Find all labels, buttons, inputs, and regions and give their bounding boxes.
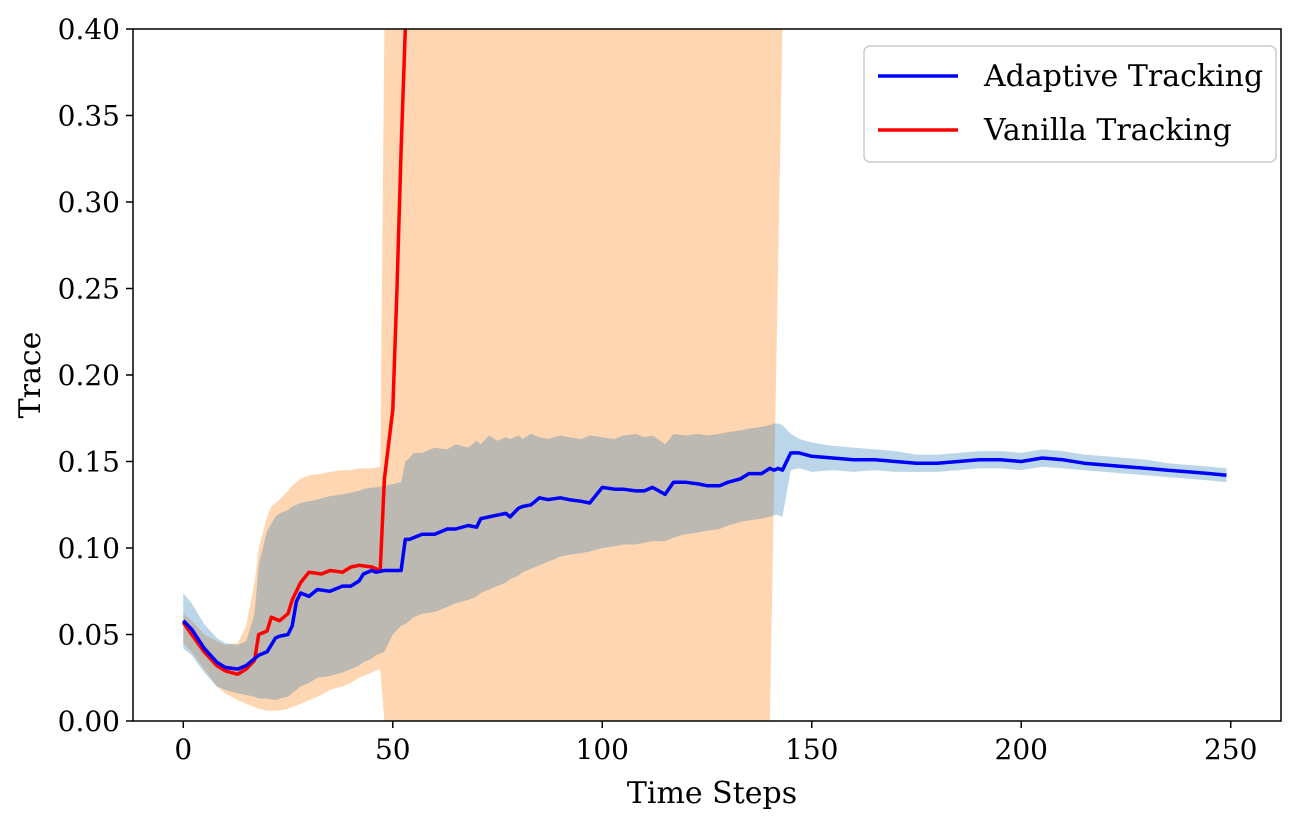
legend: Adaptive Tracking Vanilla Tracking	[863, 45, 1277, 163]
y-tick-label: 0.00	[58, 705, 120, 738]
x-tick-label: 100	[576, 733, 629, 766]
x-tick-label: 150	[785, 733, 838, 766]
y-tick-label: 0.15	[58, 446, 120, 479]
x-tick-label: 50	[375, 733, 411, 766]
y-tick-label: 0.30	[58, 186, 120, 219]
confidence-bands	[183, 29, 1227, 721]
adaptive-tracking-band	[183, 423, 1227, 701]
y-tick-label: 0.20	[58, 359, 120, 392]
adaptive-tracking-line	[182, 451, 1227, 671]
y-axis-label: Trace	[13, 332, 48, 419]
legend-box	[863, 45, 1277, 163]
y-tick-label: 0.35	[58, 100, 120, 133]
vanilla-tracking-band	[183, 29, 783, 721]
y-tick-label: 0.10	[58, 532, 120, 565]
axes: 0 50 100 150 200 250 0.00 0.05 0.10 0.15 0.20 0.25 0…	[58, 13, 1282, 766]
x-tick-label: 200	[995, 733, 1048, 766]
x-tick-label: 250	[1204, 733, 1257, 766]
y-tick-label: 0.25	[58, 273, 120, 306]
y-tick-label: 0.40	[58, 13, 120, 46]
legend-label: Vanilla Tracking	[983, 113, 1232, 148]
series-lines	[181, 29, 1227, 677]
legend-label: Adaptive Tracking	[983, 59, 1263, 94]
vanilla-tracking-line	[181, 29, 408, 677]
x-axis-label: Time Steps	[627, 776, 797, 811]
x-tick-label: 0	[174, 733, 192, 766]
y-tick-label: 0.05	[58, 619, 120, 652]
